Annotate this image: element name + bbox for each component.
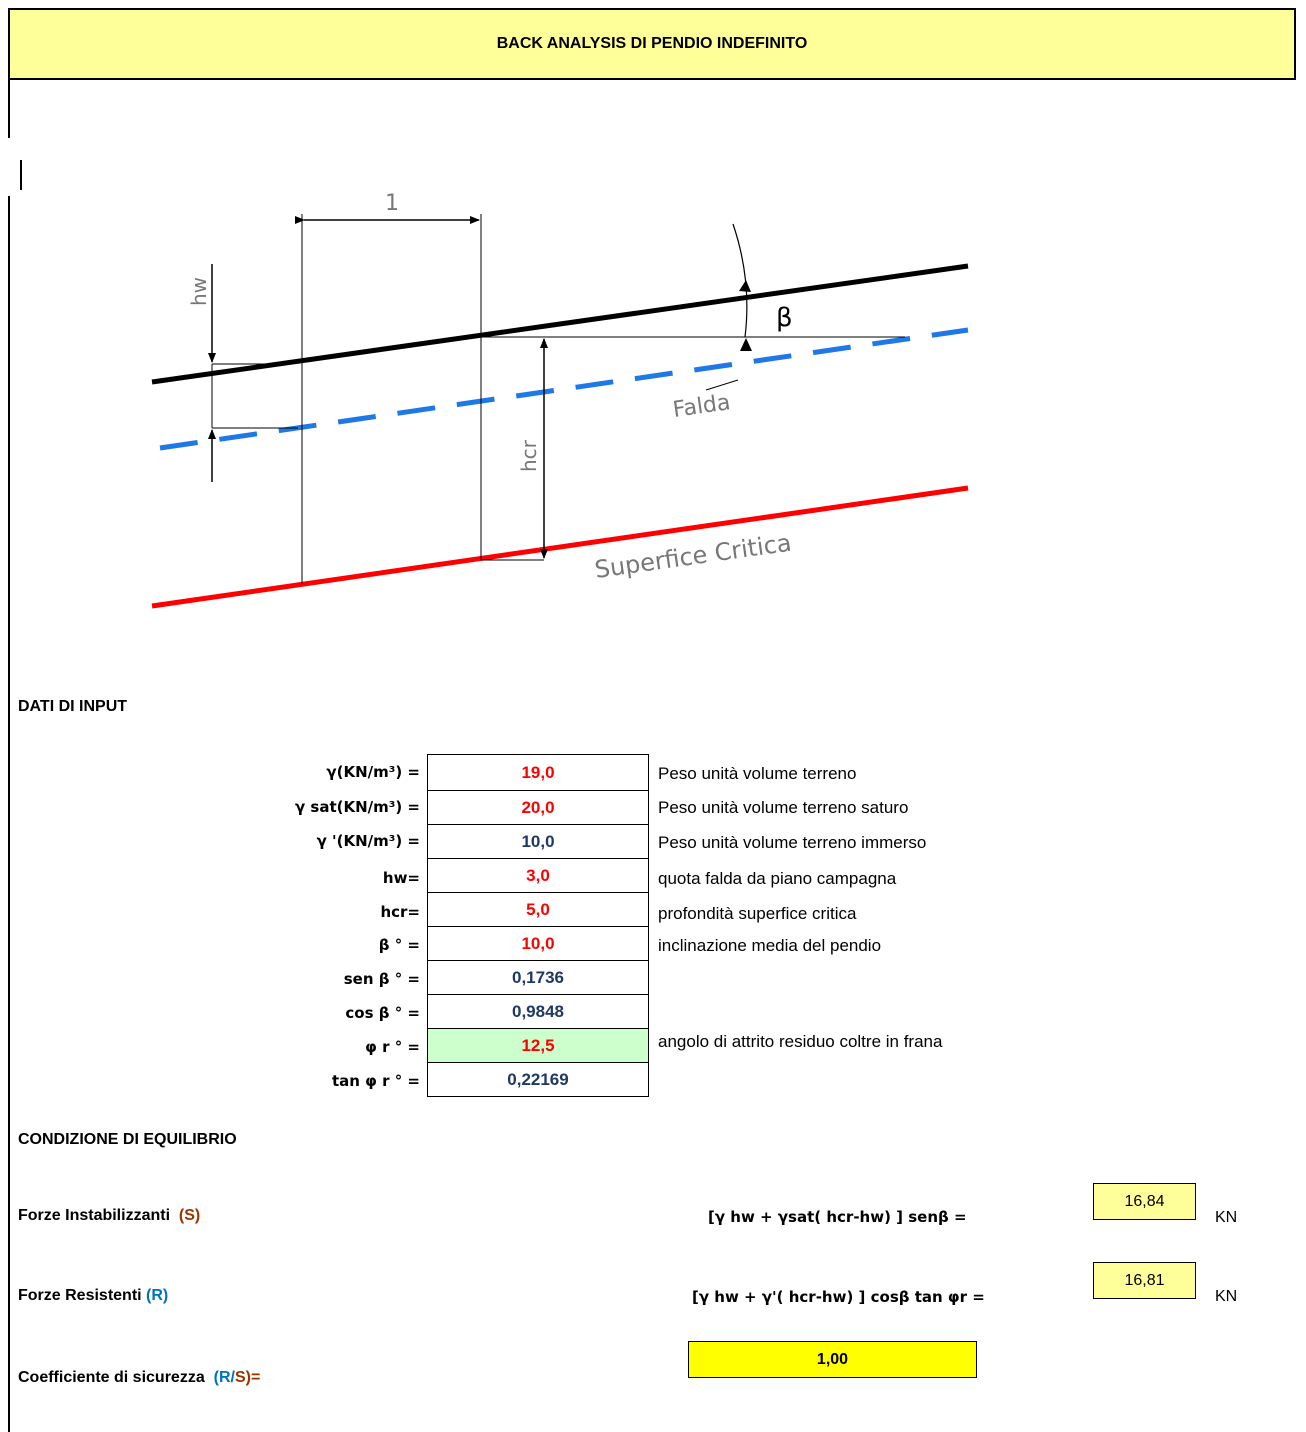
label-gamma-sat: γ sat(KN/m³) =	[294, 798, 420, 816]
desc-gamma-sat: Peso unità volume terreno saturo	[658, 798, 909, 817]
hw-label: hw	[187, 277, 211, 306]
label-phi-r: φ r ° =	[365, 1038, 420, 1056]
input-heading: DATI DI INPUT	[18, 698, 128, 715]
coefficiente-sicurezza-value: 1,00	[688, 1341, 977, 1378]
desc-hw: quota falda da piano campagna	[658, 869, 897, 888]
coeff-tag-r: R	[218, 1369, 231, 1386]
value-tan-phi-r: 0,22169	[427, 1063, 649, 1097]
critical-surface-line	[151, 485, 969, 609]
desc-hcr: profondità superfice critica	[658, 904, 857, 923]
beta-arc-leader	[705, 379, 739, 391]
coeff-tag-close: )=	[245, 1369, 261, 1386]
value-beta: 10,0	[427, 927, 649, 961]
forze-instabilizzanti-tag: (S)	[178, 1207, 201, 1224]
desc-beta: inclinazione media del pendio	[658, 936, 882, 955]
label-gamma: γ(KN/m³) =	[326, 763, 420, 781]
beta-arc-arrowhead	[739, 280, 751, 292]
coeff-tag-slash: /	[230, 1369, 235, 1386]
slope-diagram: 1 hw hcr β Falda Superfice Critica	[151, 191, 969, 609]
label-hw: hw=	[382, 869, 420, 887]
beta-arc-arrowhead-low	[740, 338, 752, 351]
label-beta: β ° =	[378, 936, 420, 954]
forze-resistenti-formula: [γ hw + γ'( hcr-hw) ] cosβ tan φr =	[692, 1288, 985, 1306]
coeff-tag-open: (	[213, 1369, 219, 1386]
width-dimension-label: 1	[385, 191, 399, 216]
label-sen-beta: sen β ° =	[343, 970, 420, 988]
coeff-tag-s: S	[234, 1369, 246, 1386]
page-title: BACK ANALYSIS DI PENDIO INDEFINITO	[8, 8, 1296, 80]
beta-label: β	[776, 303, 793, 333]
desc-gamma: Peso unità volume terreno	[658, 764, 857, 783]
forze-resistenti-tag: (R)	[146, 1287, 169, 1304]
forze-instabilizzanti-value: 16,84	[1093, 1183, 1196, 1220]
coefficiente-sicurezza-text: Coefficiente di sicurezza	[18, 1369, 205, 1386]
value-cos-beta: 0,9848	[427, 995, 649, 1029]
ground-surface-line	[151, 263, 969, 385]
desc-gamma-prime: Peso unità volume terreno immerso	[658, 833, 927, 852]
label-tan-phi-r: tan φ r ° =	[331, 1072, 420, 1090]
forze-resistenti-text: Forze Resistenti	[18, 1287, 142, 1304]
forze-instabilizzanti-unit: KN	[1215, 1209, 1238, 1226]
value-hw: 3,0	[427, 859, 649, 893]
coefficiente-sicurezza-label: Coefficiente di sicurezza (R/S)=	[18, 1369, 260, 1387]
falda-label: Falda	[671, 390, 732, 423]
forze-instabilizzanti-text: Forze Instabilizzanti	[18, 1207, 171, 1224]
left-border-mark	[20, 160, 22, 190]
beta-angle-arc	[732, 223, 748, 338]
forze-resistenti-value: 16,81	[1093, 1262, 1196, 1299]
value-gamma-prime: 10,0	[427, 825, 649, 859]
label-hcr: hcr=	[380, 903, 420, 921]
desc-phi-r: angolo di attrito residuo coltre in fran…	[658, 1032, 943, 1051]
forze-instabilizzanti-formula: [γ hw + γsat( hcr-hw) ] senβ =	[708, 1208, 967, 1226]
value-phi-r: 12,5	[427, 1029, 649, 1063]
value-gamma: 19,0	[427, 754, 649, 791]
left-border-main	[8, 196, 10, 1432]
value-hcr: 5,0	[427, 893, 649, 927]
left-border-top	[8, 80, 10, 138]
label-cos-beta: cos β ° =	[345, 1004, 420, 1022]
forze-instabilizzanti-label: Forze Instabilizzanti (S)	[18, 1207, 200, 1225]
value-gamma-sat: 20,0	[427, 791, 649, 825]
equilibrium-heading: CONDIZIONE DI EQUILIBRIO	[18, 1131, 237, 1148]
forze-resistenti-unit: KN	[1215, 1288, 1238, 1305]
water-table-line	[159, 327, 969, 451]
value-sen-beta: 0,1736	[427, 961, 649, 995]
label-gamma-prime: γ '(KN/m³) =	[316, 832, 420, 850]
hcr-label: hcr	[517, 439, 541, 472]
forze-resistenti-label: Forze Resistenti (R)	[18, 1287, 168, 1305]
